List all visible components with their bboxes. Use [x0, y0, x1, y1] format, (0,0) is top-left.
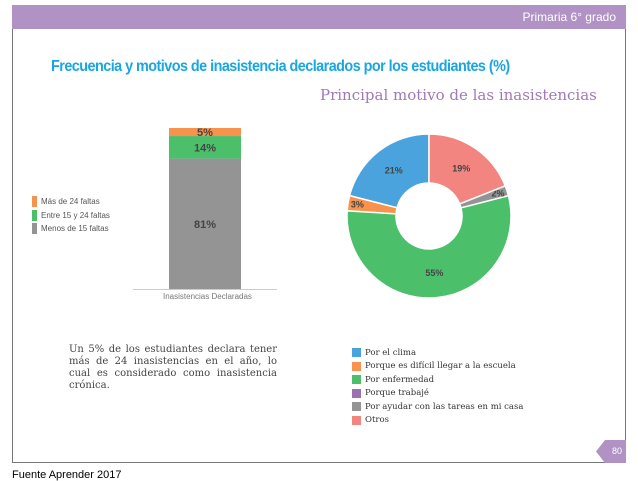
legend-swatch — [352, 402, 361, 412]
pie-title: Principal motivo de las inasistencias — [320, 86, 597, 104]
legend-label: Otros — [365, 415, 389, 426]
pie-slice — [428, 133, 507, 205]
pie-data-label: 19% — [452, 163, 470, 173]
legend-label: Porque es difícil llegar a la escuela — [365, 361, 516, 372]
bar-data-label: 81% — [194, 219, 216, 231]
legend-item: Por ayudar con las tareas en mi casa — [352, 400, 523, 414]
pie-data-label: 55% — [425, 268, 443, 278]
legend-label: Más de 24 faltas — [41, 197, 100, 207]
legend-item: Más de 24 faltas — [32, 195, 110, 209]
legend-item: Por enfermedad — [352, 373, 523, 387]
legend-swatch — [32, 223, 37, 235]
bar-segment — [169, 136, 241, 159]
page-title: Frecuencia y motivos de inasistencia dec… — [51, 58, 510, 75]
legend-label: Por ayudar con las tareas en mi casa — [365, 401, 524, 412]
legend-item: Por el clima — [352, 346, 523, 360]
legend-item: Porque es difícil llegar a la escuela — [352, 360, 523, 374]
legend-item: Porque trabajé — [352, 387, 523, 401]
legend-swatch — [32, 196, 37, 208]
header-band: Primaria 6° grado — [12, 5, 626, 29]
page-frame — [12, 5, 626, 463]
legend-swatch — [352, 415, 361, 425]
bar-data-label: 14% — [194, 142, 216, 154]
legend-swatch — [32, 209, 37, 221]
legend-label: Por el clima — [365, 347, 417, 358]
bar-legend: Más de 24 faltas Entre 15 y 24 faltas Meno… — [32, 195, 110, 236]
legend-swatch — [352, 361, 361, 371]
bar-category-label: Inasistencias Declaradas — [163, 292, 252, 301]
pie-slice — [348, 133, 430, 209]
pie-legend: Por el clima Porque es difícil llegar a l… — [352, 346, 523, 427]
page-number: 80 — [611, 446, 622, 456]
legend-item: Otros — [352, 414, 523, 428]
legend-item: Menos de 15 faltas — [32, 222, 110, 236]
legend-label: Por enfermedad — [365, 374, 435, 385]
legend-swatch — [352, 388, 361, 398]
legend-swatch — [352, 375, 361, 385]
bar-segment — [169, 128, 241, 137]
page-number-badge: 80 — [596, 440, 626, 463]
source-text: Fuente Aprender 2017 — [12, 469, 122, 481]
legend-item: Entre 15 y 24 faltas — [32, 209, 110, 223]
legend-label: Entre 15 y 24 faltas — [41, 210, 110, 220]
bar-segment — [169, 158, 241, 289]
legend-label: Menos de 15 faltas — [41, 224, 109, 234]
bar-data-label: 5% — [197, 127, 213, 139]
note-text: Un 5% de los estudiantes declara tener m… — [69, 344, 277, 391]
pie-data-label: 21% — [385, 166, 403, 176]
pie-data-label: 3% — [351, 200, 364, 210]
pie-slice — [346, 194, 512, 299]
legend-swatch — [352, 348, 361, 358]
pie-data-label: 2% — [491, 189, 504, 199]
legend-label: Porque trabajé — [365, 388, 429, 399]
grade-label: Primaria 6° grado — [522, 10, 616, 24]
